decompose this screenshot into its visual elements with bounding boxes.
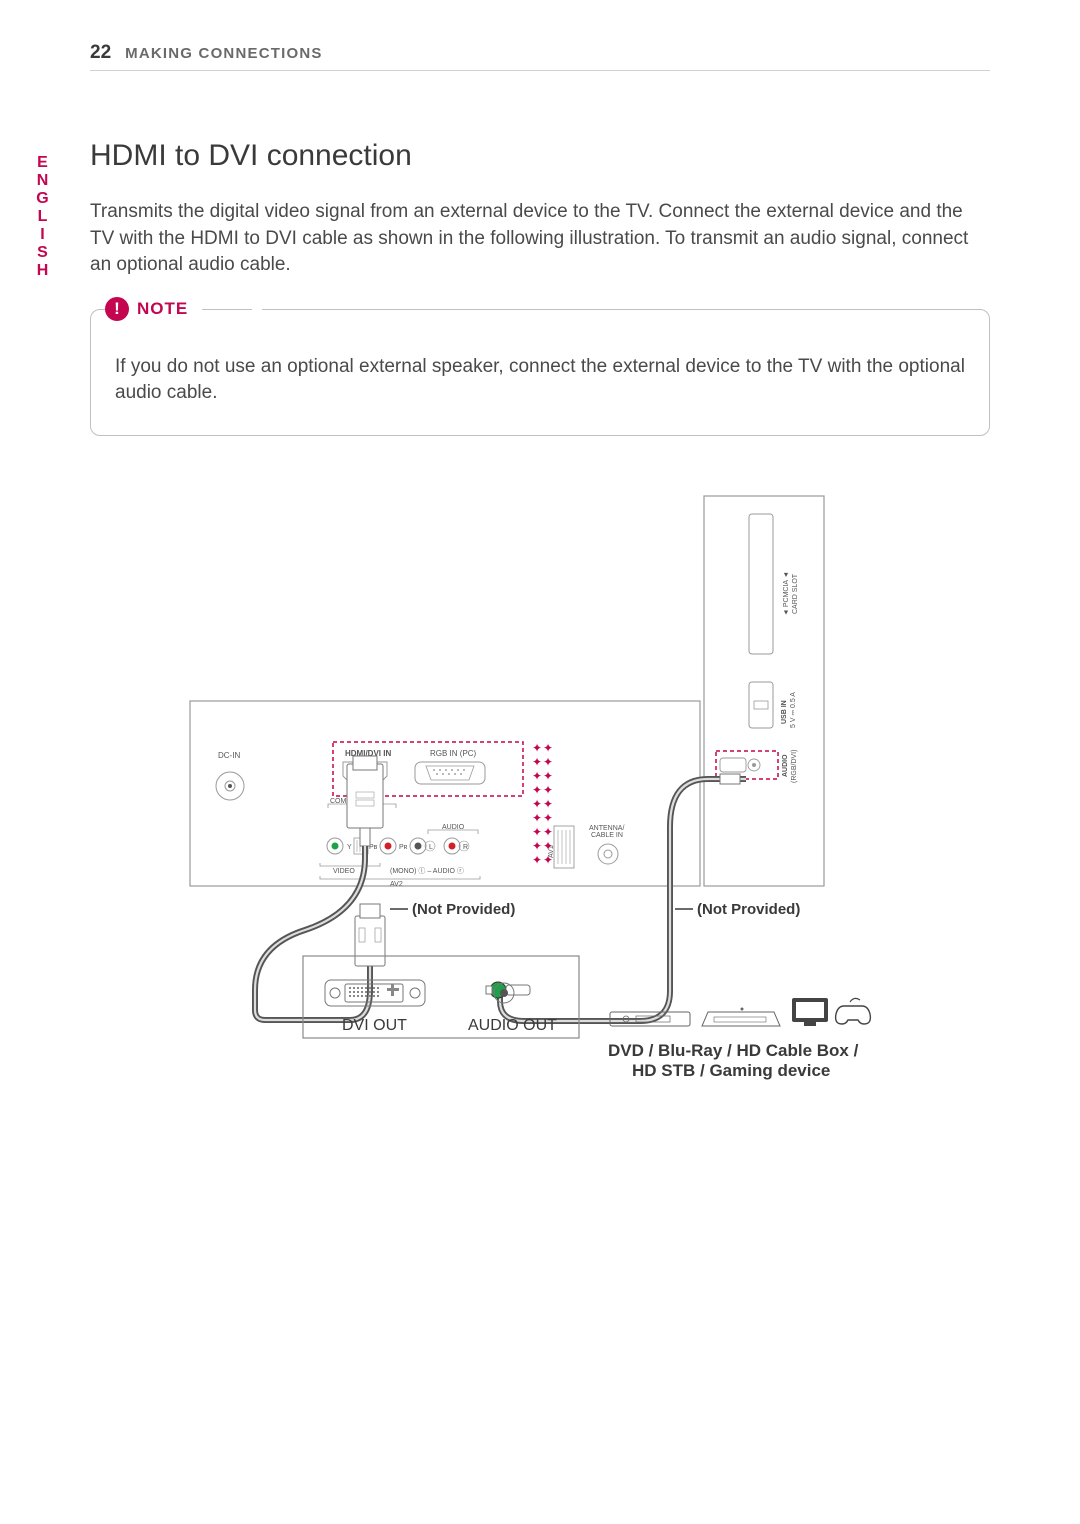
page-header: 22 MAKING CONNECTIONS (90, 42, 990, 71)
svg-text:✦: ✦ (532, 825, 542, 839)
component-jacks: Y Pʙ Pʀ L R (327, 838, 469, 854)
pcmcia-slot (749, 514, 773, 654)
antenna-jack (598, 844, 618, 864)
dc-in-label: DC-IN (218, 751, 240, 760)
svg-text:✦: ✦ (532, 797, 542, 811)
devices-caption-1: DVD / Blu-Ray / HD Cable Box / (608, 1041, 859, 1060)
vga-port (415, 762, 485, 784)
dvi-out-port (325, 980, 425, 1006)
antenna-label: ANTENNA/ (589, 825, 624, 832)
svg-text:✦: ✦ (532, 769, 542, 783)
svg-text:✦: ✦ (532, 741, 542, 755)
body-paragraph: Transmits the digital video signal from … (90, 199, 990, 279)
usb-volt-label: 5 V ⎓ 0.5 A (790, 692, 797, 728)
dvi-out-label: DVI OUT (342, 1017, 407, 1034)
not-provided-left: (Not Provided) (412, 901, 515, 918)
tv-side-panel (704, 496, 824, 886)
page-number: 22 (90, 42, 111, 64)
av2-label: AV2 (390, 881, 403, 888)
rgb-in-label: RGB IN (PC) (430, 749, 477, 758)
video-label: VIDEO (333, 868, 355, 875)
language-tab: ENGLISH (33, 154, 51, 280)
svg-text:✦: ✦ (532, 839, 542, 853)
source-devices-icons (610, 998, 870, 1026)
connection-diagram: ◄ PCMCIA ◄ CARD SLOT USB IN 5 V ⎓ 0.5 A … (150, 496, 930, 1116)
svg-text:✦: ✦ (543, 741, 553, 755)
svg-text:✦: ✦ (532, 811, 542, 825)
note-dash-icon (202, 309, 252, 310)
usb-in-label: USB IN (781, 700, 788, 724)
usb-port (749, 682, 773, 728)
not-provided-right: (Not Provided) (697, 901, 800, 918)
note-text: If you do not use an optional external s… (115, 354, 965, 407)
svg-text:✦: ✦ (532, 853, 542, 867)
card-slot-label: CARD SLOT (792, 573, 799, 614)
devices-caption-2: HD STB / Gaming device (632, 1061, 830, 1080)
svg-text:✦: ✦ (543, 783, 553, 797)
svg-text:✦: ✦ (543, 797, 553, 811)
svg-text:Y: Y (347, 844, 352, 851)
audio-cable (486, 774, 746, 1021)
note-header: ! NOTE (105, 297, 262, 321)
plus-divider: ✦ ✦ ✦ ✦ ✦ ✦ ✦ ✦ ✦ ✦ ✦ ✦ ✦ ✦ ✦ ✦ ✦ ✦ (532, 741, 553, 867)
svg-text:✦: ✦ (543, 755, 553, 769)
av1-scart (554, 826, 574, 868)
note-label: NOTE (137, 299, 188, 319)
svg-text:✦: ✦ (532, 783, 542, 797)
section-name: MAKING CONNECTIONS (125, 45, 322, 62)
section-heading: HDMI to DVI connection (90, 139, 990, 173)
audio-out-label: AUDIO OUT (468, 1017, 557, 1034)
svg-text:Pʀ: Pʀ (399, 844, 408, 851)
svg-text:✦: ✦ (543, 769, 553, 783)
note-icon: ! (105, 297, 129, 321)
audio-comp-label: AUDIO (442, 824, 465, 831)
mono-audio-label: (MONO) ⓛ – AUDIO ⓡ (390, 867, 464, 875)
svg-text:✦: ✦ (543, 853, 553, 867)
svg-text:✦: ✦ (532, 755, 542, 769)
svg-text:✦: ✦ (543, 839, 553, 853)
note-callout: ! NOTE If you do not use an optional ext… (90, 309, 990, 436)
pcmcia-label: ◄ PCMCIA ◄ (783, 571, 790, 616)
svg-text:✦: ✦ (543, 825, 553, 839)
rgb-dvi-label: (RGB/DVI) (791, 750, 798, 783)
svg-text:L: L (429, 844, 433, 851)
svg-text:✦: ✦ (543, 811, 553, 825)
tv-panel-outline (190, 701, 700, 886)
audio-side-label: AUDIO (782, 754, 789, 777)
cable-in-label: CABLE IN (591, 832, 623, 839)
